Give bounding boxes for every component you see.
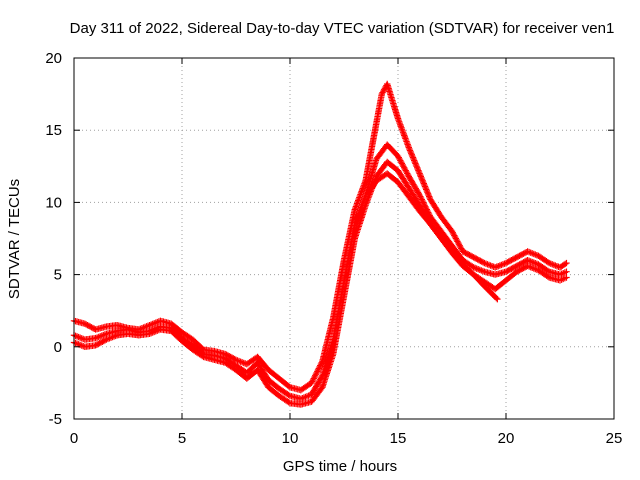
x-tick-label: 25 bbox=[606, 430, 623, 447]
data-point bbox=[308, 379, 315, 387]
y-tick-label: -5 bbox=[49, 411, 62, 428]
data-point bbox=[417, 194, 425, 202]
data-point bbox=[101, 337, 109, 344]
data-point bbox=[313, 369, 320, 376]
data-points bbox=[70, 80, 570, 408]
data-point bbox=[419, 197, 426, 205]
data-point bbox=[285, 383, 292, 390]
x-tick-label: 5 bbox=[178, 430, 186, 447]
data-point bbox=[494, 295, 501, 303]
y-tick-label: 5 bbox=[54, 267, 62, 284]
x-tick-label: 10 bbox=[282, 430, 299, 447]
x-tick-label: 15 bbox=[390, 430, 407, 447]
data-point bbox=[315, 365, 322, 372]
data-point bbox=[199, 352, 206, 360]
y-tick-label: 10 bbox=[45, 194, 62, 211]
plot-frame bbox=[73, 57, 615, 420]
data-point bbox=[309, 376, 317, 384]
data-point bbox=[231, 355, 238, 363]
x-tick-label: 0 bbox=[70, 430, 78, 447]
axis-ticks: 0 5 10 15 20 25 -5 0 5 10 15 20 bbox=[45, 50, 622, 447]
data-point bbox=[418, 196, 425, 203]
data-point bbox=[417, 193, 424, 200]
data-point bbox=[314, 368, 321, 375]
y-axis-label: SDTVAR / TECUs bbox=[6, 179, 23, 299]
data-point bbox=[544, 273, 552, 280]
x-axis-label: GPS time / hours bbox=[283, 458, 397, 475]
data-point bbox=[285, 399, 292, 406]
data-point bbox=[563, 274, 570, 281]
data-point bbox=[311, 373, 318, 381]
data-point bbox=[312, 371, 320, 378]
data-point bbox=[415, 190, 423, 198]
data-point bbox=[493, 294, 500, 302]
data-point bbox=[312, 372, 319, 379]
data-point bbox=[560, 275, 567, 283]
data-point bbox=[561, 260, 569, 268]
data-point bbox=[563, 268, 570, 275]
data-point bbox=[544, 267, 552, 275]
y-tick-label: 20 bbox=[45, 50, 62, 67]
data-point bbox=[314, 366, 322, 374]
x-tick-label: 20 bbox=[498, 430, 515, 447]
data-point bbox=[560, 269, 567, 277]
data-point bbox=[416, 191, 423, 199]
y-tick-label: 0 bbox=[54, 339, 62, 356]
data-point bbox=[285, 391, 292, 399]
data-point bbox=[318, 385, 325, 392]
data-point bbox=[310, 375, 317, 382]
data-series-4 bbox=[368, 170, 501, 303]
data-point bbox=[544, 258, 552, 266]
data-point bbox=[479, 259, 487, 266]
data-point bbox=[563, 259, 570, 267]
grid-lines bbox=[74, 58, 614, 419]
data-point bbox=[309, 378, 316, 385]
chart-title: Day 311 of 2022, Sidereal Day-to-day VTE… bbox=[70, 20, 615, 37]
data-point bbox=[316, 363, 323, 371]
data-point bbox=[469, 263, 476, 270]
y-tick-label: 15 bbox=[45, 122, 62, 139]
